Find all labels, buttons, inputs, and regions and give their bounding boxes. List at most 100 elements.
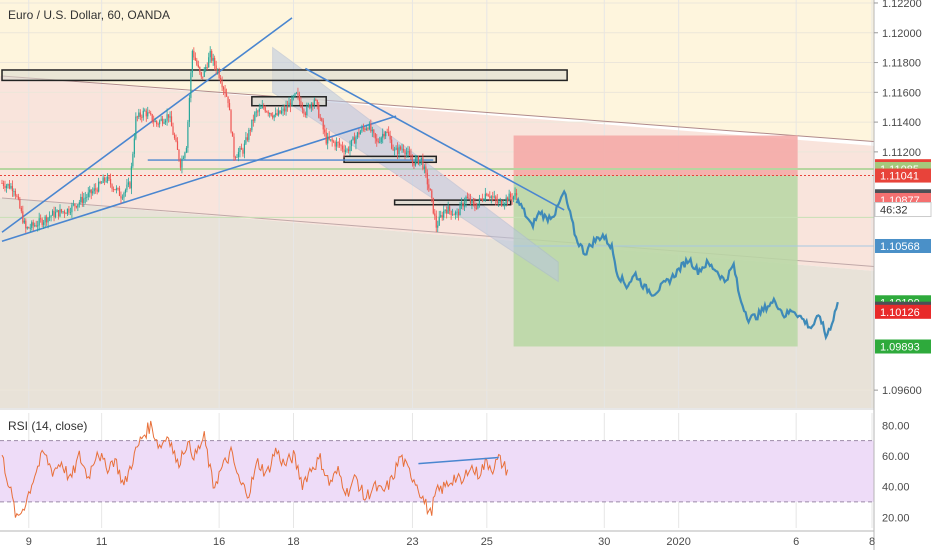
- candle-body: [408, 150, 411, 155]
- candle: [206, 62, 208, 70]
- candle: [396, 142, 399, 160]
- candle: [391, 135, 393, 150]
- candle: [176, 137, 179, 150]
- candle: [438, 210, 440, 227]
- candle-body: [481, 198, 483, 201]
- candle: [336, 137, 338, 151]
- candle: [47, 217, 49, 229]
- candle: [337, 141, 339, 148]
- candle: [20, 205, 22, 214]
- candle-body: [380, 137, 382, 143]
- candle-body: [307, 104, 309, 106]
- candle: [46, 214, 48, 226]
- candle: [69, 207, 72, 216]
- candle: [184, 151, 186, 160]
- candle-body: [321, 118, 323, 121]
- candle: [22, 205, 24, 225]
- candle-body: [205, 67, 207, 69]
- candle-body: [270, 113, 272, 116]
- candle: [459, 201, 461, 216]
- candle: [462, 201, 464, 210]
- candle: [504, 202, 506, 210]
- candle: [481, 193, 483, 203]
- candle-body: [278, 110, 280, 116]
- candle-body: [160, 118, 162, 121]
- candle-body: [167, 114, 170, 118]
- candle: [23, 217, 25, 225]
- candle-body: [255, 111, 257, 113]
- candle-body: [469, 198, 472, 204]
- time-tick-label: 16: [213, 536, 225, 548]
- candle: [101, 181, 103, 184]
- candle-body: [13, 191, 15, 192]
- candle: [90, 189, 92, 200]
- candle: [163, 118, 165, 125]
- candle-body: [364, 128, 366, 130]
- price-tick-label: 1.11400: [882, 117, 921, 129]
- candle-body: [43, 222, 45, 225]
- candle-body: [334, 142, 336, 147]
- candle: [193, 47, 195, 61]
- candle-body: [511, 197, 513, 200]
- candle-body: [399, 146, 402, 150]
- time-tick-label: 8: [869, 536, 875, 548]
- candle: [243, 140, 246, 159]
- candle: [295, 91, 298, 95]
- candle-body: [98, 181, 100, 192]
- candle-body: [315, 99, 317, 101]
- candle: [106, 173, 109, 184]
- candle: [81, 191, 83, 207]
- candle-body: [81, 196, 83, 203]
- candle-body: [275, 113, 277, 115]
- candle: [251, 119, 253, 133]
- candle-body: [164, 120, 167, 123]
- rsi-divergence-line: [418, 456, 499, 465]
- candle: [8, 179, 11, 190]
- candle: [453, 213, 455, 216]
- candle: [371, 126, 373, 138]
- candle-body: [330, 139, 332, 141]
- candle: [154, 117, 156, 123]
- candle: [456, 208, 458, 218]
- candle-body: [50, 215, 52, 217]
- candle-body: [319, 117, 321, 119]
- candle: [254, 111, 256, 123]
- candle-body: [16, 195, 18, 197]
- candle: [419, 159, 421, 167]
- candle: [230, 109, 232, 134]
- candle: [203, 67, 205, 78]
- candle: [468, 193, 470, 200]
- rsi-line: [1, 420, 509, 518]
- candle-body: [331, 139, 333, 142]
- candle: [304, 111, 306, 118]
- candle-body: [475, 208, 478, 209]
- price-label-box: [875, 304, 931, 319]
- candle-body: [457, 211, 460, 216]
- candle: [343, 144, 345, 158]
- candle-body: [466, 196, 469, 199]
- candle: [325, 128, 327, 146]
- candle-body: [260, 108, 262, 109]
- candle-body: [127, 182, 130, 185]
- candle-body: [269, 113, 271, 114]
- candle: [312, 102, 314, 111]
- candle: [196, 57, 198, 67]
- candle-body: [453, 214, 455, 216]
- candle-body: [337, 142, 339, 143]
- candle-body: [139, 112, 141, 117]
- candle: [44, 215, 46, 229]
- candle-body: [350, 139, 353, 147]
- rsi-panel: [0, 408, 932, 518]
- candle-body: [489, 196, 491, 198]
- candle: [109, 173, 112, 188]
- candle-body: [170, 116, 173, 127]
- candle: [292, 94, 295, 101]
- candle-body: [66, 208, 69, 214]
- candle: [294, 92, 296, 98]
- candle: [68, 206, 70, 215]
- candle-body: [243, 143, 246, 154]
- price-label-box: [874, 202, 932, 218]
- candle: [237, 147, 240, 162]
- candle-body: [386, 131, 388, 133]
- candle: [105, 176, 107, 183]
